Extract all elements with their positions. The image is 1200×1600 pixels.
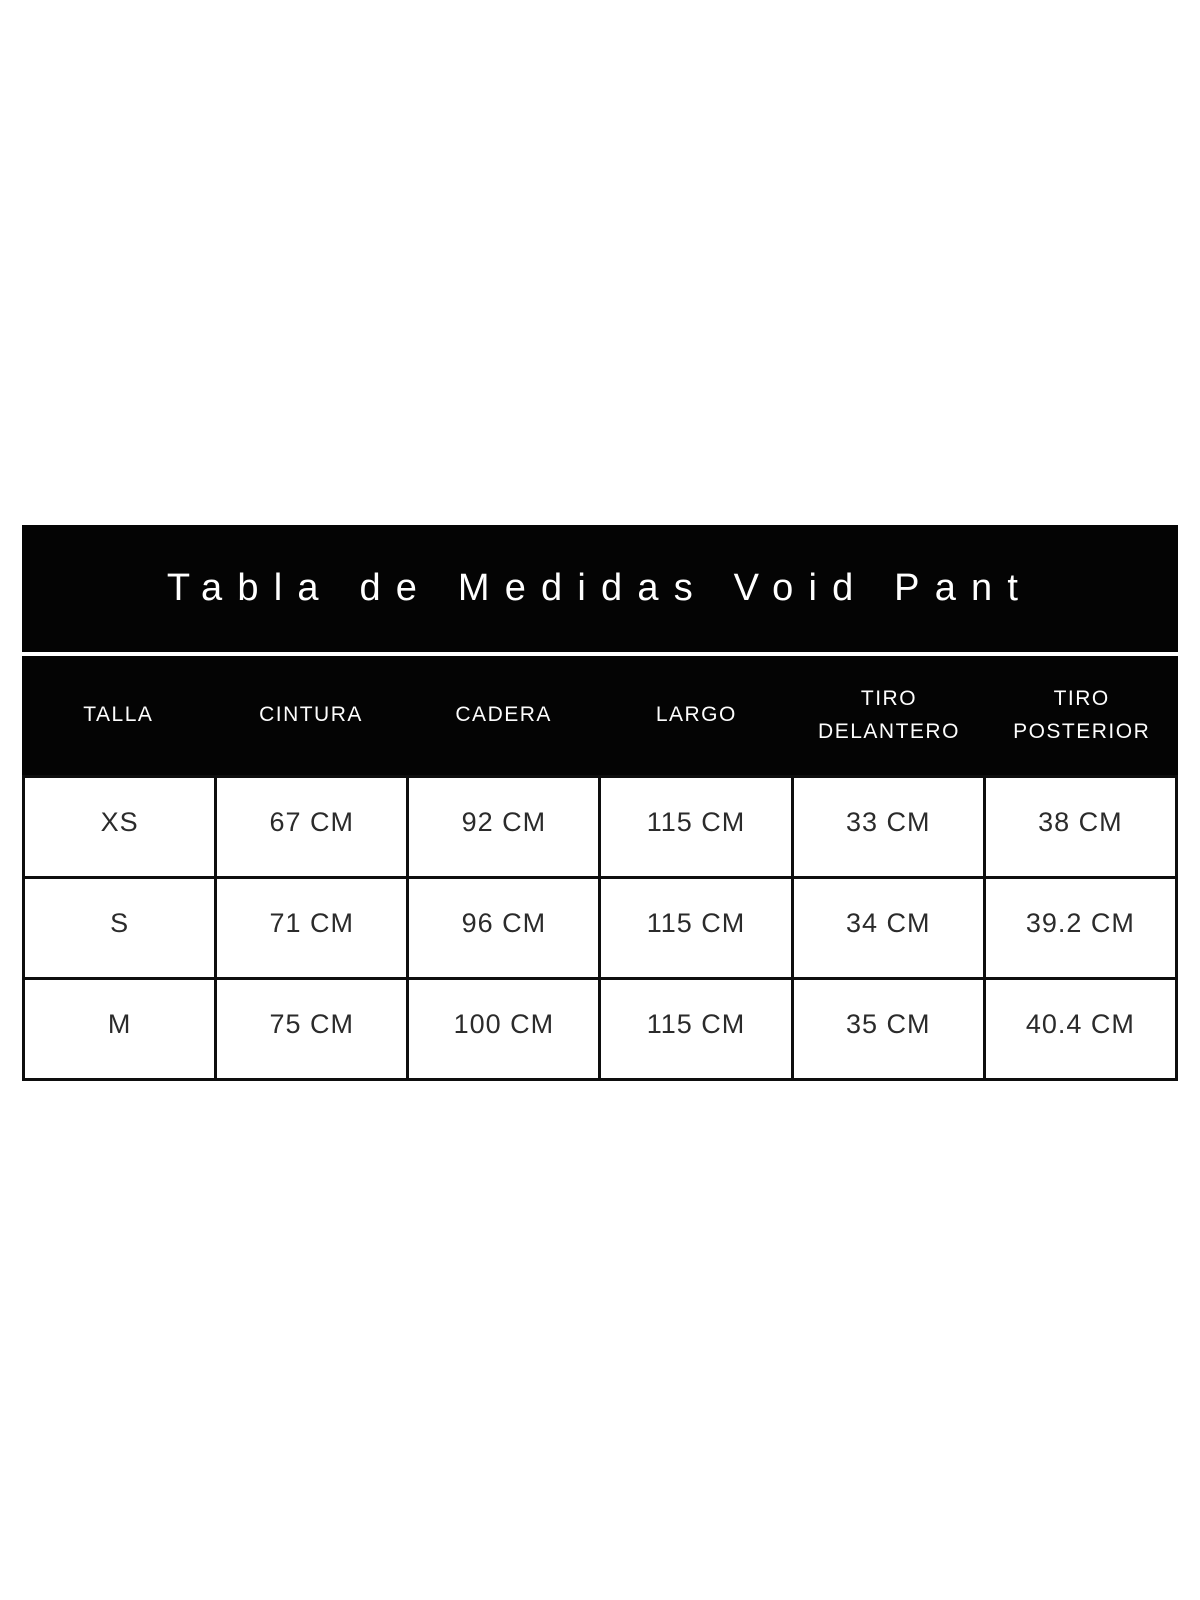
- column-header-label: LARGO: [655, 703, 737, 727]
- column-header-cadera: CADERA: [407, 656, 600, 775]
- size-chart-header-row: TALLA CINTURA CADERA LARGO TIRO DELANTER…: [22, 656, 1178, 775]
- cell-tiro-posterior: 38 CM: [982, 775, 1179, 879]
- cell-tiro-posterior: 40.4 CM: [982, 977, 1179, 1081]
- size-chart-grid: XS 67 CM 92 CM 115 CM 33 CM 38 CM S 71 C…: [21, 775, 1179, 1081]
- size-row-xs: XS 67 CM 92 CM 115 CM 33 CM 38 CM: [21, 775, 1179, 879]
- column-header-talla: TALLA: [22, 656, 215, 775]
- cell-largo: 115 CM: [598, 775, 794, 879]
- cell-cintura: 71 CM: [214, 876, 410, 980]
- size-chart: Tabla de Medidas Void Pant TALLA CINTURA…: [21, 525, 1179, 1081]
- column-header-label: TIRO POSTERIOR: [1013, 686, 1151, 743]
- column-header-cintura: CINTURA: [215, 656, 408, 775]
- column-header-label: CADERA: [455, 703, 552, 727]
- cell-cadera: 92 CM: [406, 775, 602, 879]
- cell-tiro-delantero: 34 CM: [790, 876, 986, 980]
- cell-tiro-posterior: 39.2 CM: [982, 876, 1179, 980]
- cell-size-label: M: [21, 977, 218, 1081]
- cell-largo: 115 CM: [598, 876, 794, 980]
- cell-cadera: 96 CM: [406, 876, 602, 980]
- cell-tiro-delantero: 35 CM: [790, 977, 986, 1081]
- column-header-tiro-delantero: TIRO DELANTERO: [793, 656, 986, 775]
- size-row-m: M 75 CM 100 CM 115 CM 35 CM 40.4 CM: [21, 977, 1179, 1081]
- size-chart-title-bar: Tabla de Medidas Void Pant: [22, 525, 1178, 652]
- cell-size-label: S: [21, 876, 218, 980]
- cell-size-label: XS: [21, 775, 218, 879]
- column-header-label: TIRO DELANTERO: [818, 686, 960, 743]
- cell-tiro-delantero: 33 CM: [790, 775, 986, 879]
- column-header-label: TALLA: [83, 703, 154, 727]
- size-chart-title: Tabla de Medidas Void Pant: [166, 567, 1034, 609]
- size-row-s: S 71 CM 96 CM 115 CM 34 CM 39.2 CM: [21, 876, 1179, 980]
- cell-cintura: 75 CM: [214, 977, 410, 1081]
- column-header-largo: LARGO: [600, 656, 793, 775]
- cell-cadera: 100 CM: [406, 977, 602, 1081]
- column-header-tiro-posterior: TIRO POSTERIOR: [985, 656, 1178, 775]
- cell-largo: 115 CM: [598, 977, 794, 1081]
- cell-cintura: 67 CM: [214, 775, 410, 879]
- column-header-label: CINTURA: [259, 703, 363, 727]
